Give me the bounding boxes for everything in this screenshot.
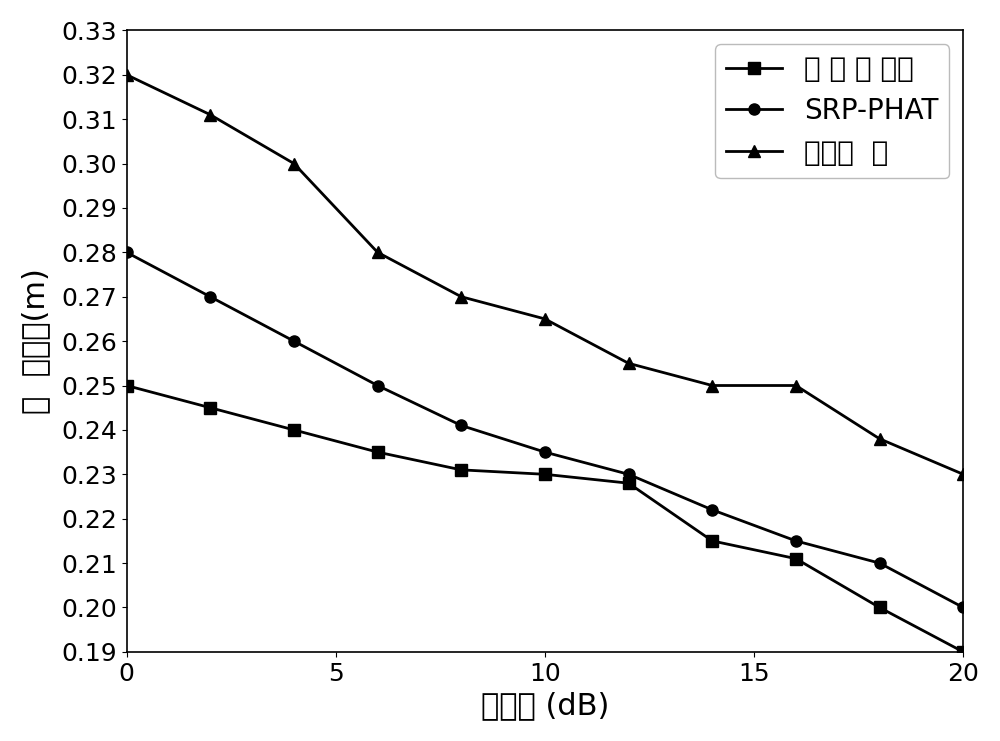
SRP-PHAT (874, 559, 886, 568)
Line: SRP-PHAT: SRP-PHAT (121, 247, 969, 613)
SRP-PHAT (455, 421, 467, 430)
本 发 明 提出 (121, 381, 133, 390)
几何定  位 (790, 381, 802, 390)
本 发 明 提出 (957, 648, 969, 657)
本 发 明 提出 (204, 403, 216, 412)
本 发 明 提出 (874, 603, 886, 612)
几何定  位 (455, 292, 467, 301)
Line: 本 发 明 提出: 本 发 明 提出 (121, 380, 969, 657)
X-axis label: 信噪比 (dB): 信噪比 (dB) (481, 691, 609, 720)
Legend: 本 发 明 提出, SRP-PHAT, 几何定  位: 本 发 明 提出, SRP-PHAT, 几何定 位 (715, 44, 949, 179)
Y-axis label: 定  位误差(m): 定 位误差(m) (21, 268, 50, 414)
几何定  位 (121, 70, 133, 79)
几何定  位 (288, 159, 300, 168)
本 发 明 提出 (539, 470, 551, 479)
SRP-PHAT (957, 603, 969, 612)
本 发 明 提出 (288, 425, 300, 434)
几何定  位 (204, 110, 216, 119)
SRP-PHAT (623, 470, 635, 479)
SRP-PHAT (288, 336, 300, 345)
本 发 明 提出 (372, 448, 384, 456)
SRP-PHAT (204, 292, 216, 301)
几何定  位 (874, 434, 886, 443)
SRP-PHAT (790, 536, 802, 545)
本 发 明 提出 (623, 479, 635, 488)
几何定  位 (706, 381, 718, 390)
SRP-PHAT (121, 248, 133, 257)
SRP-PHAT (706, 505, 718, 514)
几何定  位 (539, 314, 551, 323)
Line: 几何定  位: 几何定 位 (121, 69, 969, 480)
几何定  位 (372, 248, 384, 257)
几何定  位 (957, 470, 969, 479)
几何定  位 (623, 359, 635, 368)
本 发 明 提出 (455, 465, 467, 474)
SRP-PHAT (539, 448, 551, 456)
本 发 明 提出 (706, 536, 718, 545)
SRP-PHAT (372, 381, 384, 390)
本 发 明 提出 (790, 554, 802, 563)
